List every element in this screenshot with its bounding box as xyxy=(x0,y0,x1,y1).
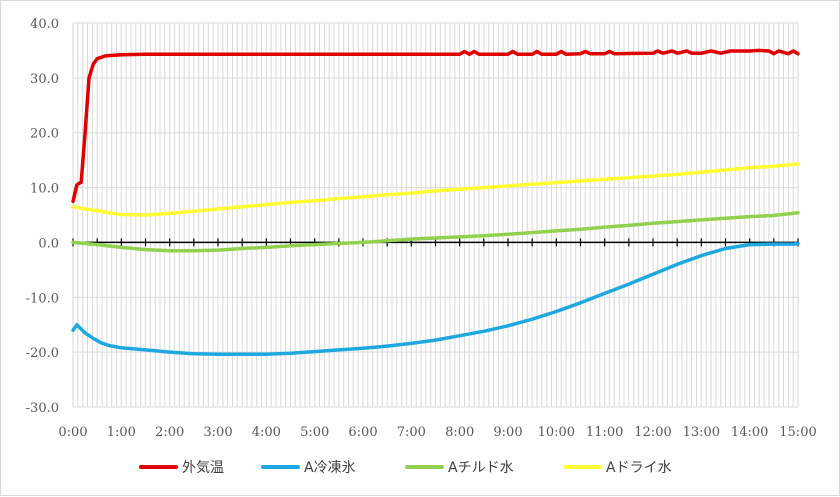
x-tick-label: 0:00 xyxy=(58,425,87,440)
y-tick-label: 20.0 xyxy=(30,127,59,142)
x-tick-label: 9:00 xyxy=(493,425,522,440)
y-tick-label: 30.0 xyxy=(30,72,59,87)
legend-label: 外気温 xyxy=(182,460,224,476)
x-tick-label: 13:00 xyxy=(683,425,720,440)
y-tick-label: -10.0 xyxy=(26,291,59,306)
gridlines xyxy=(72,22,799,408)
x-tick-label: 12:00 xyxy=(634,425,671,440)
x-tick-label: 7:00 xyxy=(397,425,426,440)
y-tick-label: 40.0 xyxy=(30,17,59,32)
x-tick-label: 10:00 xyxy=(538,425,575,440)
y-tick-label: -20.0 xyxy=(26,346,59,361)
legend: 外気温 A冷凍氷 Aチルド水 Aドライ水 xyxy=(139,460,672,476)
series-line xyxy=(71,211,800,253)
x-axis-tick-labels: 0:00 1:00 2:00 3:00 4:00 5:00 6:00 7:00 8:00 9:00… xyxy=(58,425,816,440)
x-tick-label: 4:00 xyxy=(252,425,281,440)
series-line xyxy=(71,162,800,217)
legend-label: Aドライ水 xyxy=(606,460,672,476)
x-tick-label: 6:00 xyxy=(348,425,377,440)
x-tick-label: 11:00 xyxy=(586,425,623,440)
x-tick-label: 8:00 xyxy=(445,425,474,440)
y-tick-label: 0.0 xyxy=(38,236,59,251)
x-tick-label: 3:00 xyxy=(203,425,232,440)
series-line xyxy=(71,241,800,357)
x-tick-label: 15:00 xyxy=(779,425,816,440)
series-line xyxy=(71,48,800,204)
legend-label: Aチルド水 xyxy=(448,460,514,476)
y-axis-tick-labels: 40.0 30.0 20.0 10.0 0.0 -10.0 -20.0 -30.0 xyxy=(26,17,59,416)
x-tick-label: 2:00 xyxy=(155,425,184,440)
y-tick-label: 10.0 xyxy=(30,182,59,197)
x-tick-label: 14:00 xyxy=(731,425,768,440)
legend-label: A冷凍氷 xyxy=(304,460,356,476)
x-tick-label: 5:00 xyxy=(300,425,329,440)
y-tick-label: -30.0 xyxy=(26,401,59,416)
x-tick-label: 1:00 xyxy=(107,425,136,440)
series-lines xyxy=(71,48,800,357)
